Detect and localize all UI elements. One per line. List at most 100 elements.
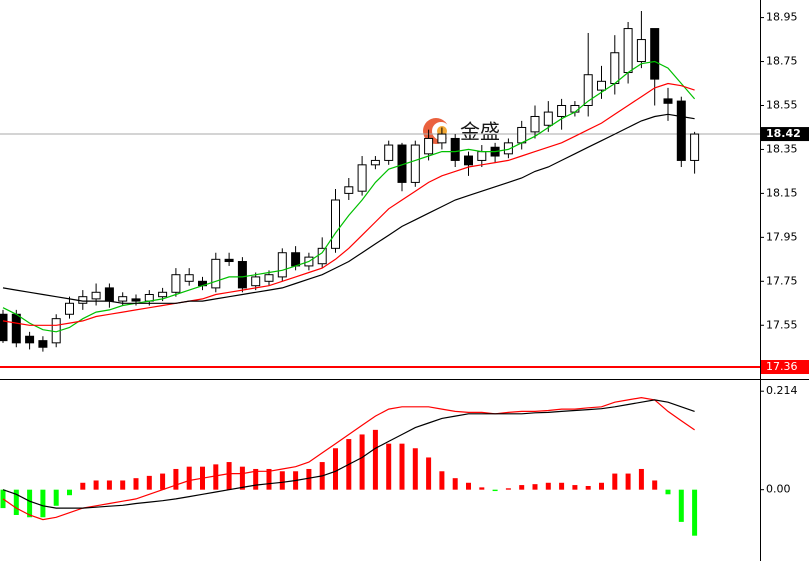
candle-body — [676, 100, 686, 161]
histogram-bar — [612, 473, 618, 490]
candle-body — [38, 340, 48, 348]
candle-body — [650, 28, 660, 80]
macd-line — [2, 399, 695, 509]
candle-body — [517, 126, 527, 144]
candle-body — [0, 313, 8, 342]
candle-body — [610, 52, 620, 85]
histogram-bar — [585, 485, 591, 490]
histogram-bar — [0, 489, 6, 509]
candle-body — [11, 313, 21, 344]
histogram-bar — [173, 468, 179, 490]
candle-body — [583, 74, 593, 106]
y-tick-label: 18.55 — [766, 98, 798, 111]
histogram-bar — [146, 475, 152, 490]
histogram-bar — [492, 489, 498, 492]
candle-body — [530, 115, 540, 133]
candle-body — [636, 39, 646, 63]
histogram-bar — [652, 480, 658, 490]
candle-body — [570, 104, 580, 113]
y-tick-label: 17.75 — [766, 274, 798, 287]
candle-body — [623, 28, 633, 74]
histogram-bar — [678, 489, 684, 522]
histogram-bar — [519, 485, 525, 490]
histogram-bar — [625, 473, 631, 490]
histogram-bar — [133, 478, 139, 490]
candle-body — [437, 133, 447, 144]
histogram-bar — [186, 466, 192, 490]
candle-body — [384, 144, 394, 161]
candle-body — [251, 276, 261, 287]
histogram-bar — [599, 482, 604, 490]
candle-body — [690, 133, 700, 161]
candle-body — [543, 111, 553, 126]
candle-body — [370, 159, 380, 166]
moving-average — [2, 113, 695, 304]
histogram-bar — [306, 468, 312, 490]
candle-body — [503, 142, 513, 155]
candle-body — [597, 80, 606, 91]
histogram-bar — [27, 489, 33, 518]
candle-body — [291, 252, 301, 267]
candle-body — [171, 274, 181, 293]
y-tick-label: 18.35 — [766, 142, 798, 155]
histogram-bar — [359, 434, 365, 490]
histogram-bar — [266, 468, 272, 490]
candle-body — [91, 291, 101, 300]
y-tick-label: 0.214 — [766, 384, 798, 397]
candle-body — [158, 291, 168, 298]
current-price-label: 18.42 — [766, 127, 801, 140]
current-price-tag: 18.42 — [761, 127, 809, 142]
candle-body — [331, 199, 340, 249]
level-box — [761, 360, 809, 375]
candle-body — [65, 302, 74, 315]
macd-line — [2, 396, 695, 521]
histogram-bar — [505, 488, 511, 490]
y-tick-label: 17.55 — [766, 318, 798, 331]
histogram-bar — [372, 429, 378, 490]
histogram-bar — [572, 485, 578, 490]
histogram-bar — [13, 489, 19, 515]
candle-body — [224, 258, 234, 263]
histogram-bar — [665, 489, 671, 495]
candle-body — [344, 186, 354, 194]
candle-body — [237, 261, 247, 289]
candle-body — [25, 335, 35, 344]
histogram-bar — [226, 462, 232, 490]
histogram-bar — [466, 482, 471, 490]
histogram-bar — [692, 489, 698, 536]
current-price-box — [761, 127, 809, 142]
histogram-bar — [426, 457, 432, 490]
y-tick-label: 18.75 — [766, 55, 798, 68]
histogram-bar — [160, 473, 166, 490]
histogram-bar — [93, 480, 99, 490]
candle-body — [424, 137, 434, 155]
y-tick-label: 18.15 — [766, 186, 798, 199]
candle-body — [557, 104, 567, 117]
watermark-text: 金盛 — [460, 120, 500, 144]
candle-body — [277, 252, 287, 278]
watermark: 金盛 — [423, 118, 500, 144]
histogram-bar — [253, 468, 259, 490]
candle-body — [357, 164, 367, 192]
histogram-bar — [67, 489, 72, 496]
candle-body — [264, 274, 274, 282]
moving-average — [2, 82, 695, 326]
histogram-bar — [545, 482, 551, 490]
candle-body — [477, 151, 487, 161]
candle-body — [450, 137, 460, 161]
y-tick-label: 18.95 — [766, 11, 798, 24]
candle-body — [131, 298, 141, 302]
candle-body — [118, 296, 128, 302]
histogram-bar — [106, 480, 112, 490]
histogram-bar — [120, 480, 126, 490]
histogram-bar — [399, 443, 405, 490]
candle-body — [663, 98, 673, 104]
histogram-bar — [479, 487, 485, 490]
level-tag: 17.36 — [761, 360, 809, 375]
histogram-bar — [239, 466, 245, 490]
histogram-bar — [439, 471, 445, 490]
histogram-bar — [412, 448, 418, 490]
histogram-bar — [53, 489, 59, 506]
y-tick-label: 0.00 — [766, 483, 791, 496]
